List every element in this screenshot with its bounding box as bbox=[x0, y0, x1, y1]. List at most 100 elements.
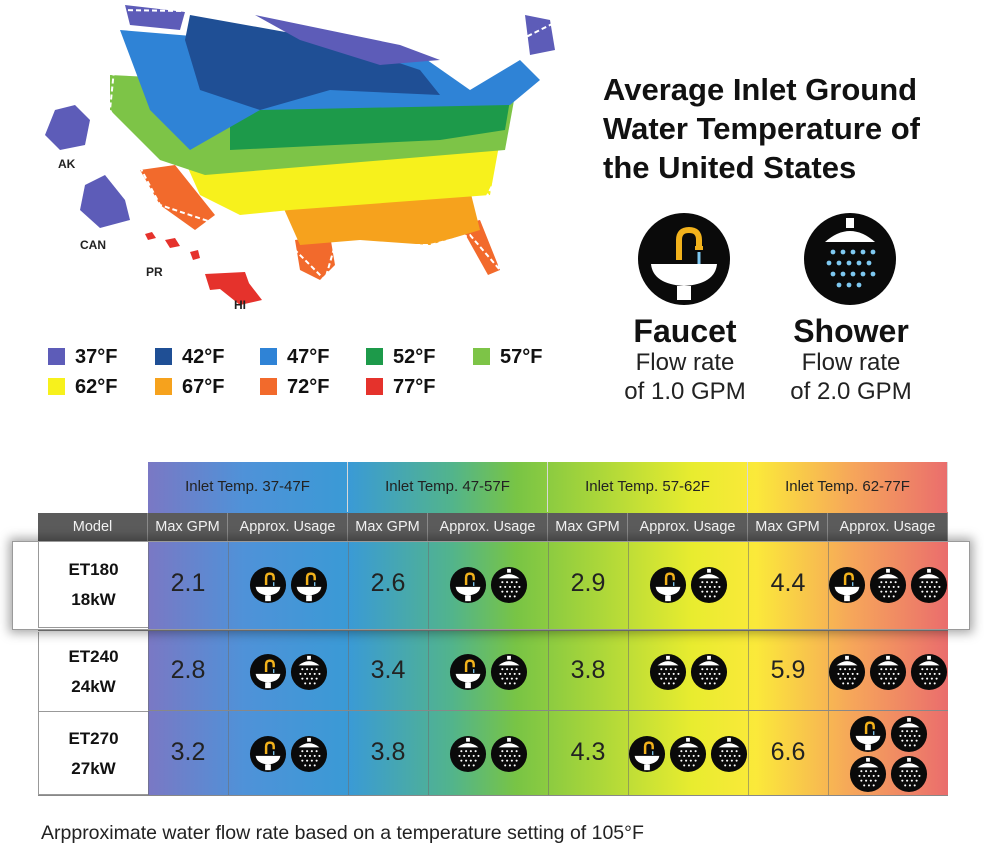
faucet-icon bbox=[649, 566, 687, 604]
legend-label: 72°F bbox=[287, 376, 330, 398]
max-gpm-value: 3.4 bbox=[370, 656, 406, 684]
faucet-icon bbox=[638, 213, 730, 305]
faucet-icon bbox=[828, 566, 866, 604]
shower-icon bbox=[449, 735, 487, 773]
legend-label: 57°F bbox=[500, 346, 543, 368]
map-zone-72-sw bbox=[140, 165, 215, 230]
legend-item: 77°F bbox=[366, 376, 435, 398]
max-gpm-header: Max GPM bbox=[348, 513, 428, 541]
model-header: Model bbox=[38, 513, 148, 541]
legend-label: 77°F bbox=[393, 376, 436, 398]
model-name: ET180 bbox=[68, 560, 119, 579]
max-gpm-value: 6.6 bbox=[770, 737, 806, 766]
legend-label: 37°F bbox=[75, 346, 118, 368]
map-label-ak: AK bbox=[58, 157, 76, 171]
max-gpm-header: Max GPM bbox=[148, 513, 228, 541]
model-power: 27kW bbox=[71, 758, 116, 778]
shower-icon bbox=[869, 653, 907, 691]
map-canada bbox=[80, 175, 130, 228]
map-zone-37-ne bbox=[525, 15, 555, 55]
shower-icon bbox=[490, 653, 528, 691]
legend-item: 72°F bbox=[260, 376, 329, 398]
shower-icon bbox=[490, 735, 528, 773]
map-zone-72-tx bbox=[295, 235, 335, 280]
max-gpm-header: Max GPM bbox=[548, 513, 628, 541]
map-puerto-rico bbox=[205, 272, 250, 290]
grid-vline bbox=[748, 542, 749, 795]
max-gpm-value: 5.9 bbox=[770, 656, 806, 684]
shower-icon bbox=[910, 566, 948, 604]
shower-icon bbox=[869, 566, 907, 604]
max-gpm-value: 3.8 bbox=[570, 656, 606, 684]
map-hawaii-3 bbox=[190, 250, 200, 260]
faucet-label: Faucet Flow rate of 1.0 GPM bbox=[600, 314, 770, 406]
map-outline bbox=[108, 8, 562, 282]
temp-range-header: Inlet Temp. 57-62F bbox=[548, 462, 748, 512]
model-power: 24kW bbox=[71, 677, 116, 696]
shower-icon bbox=[290, 735, 328, 773]
model-cell: ET180 18kW bbox=[38, 542, 148, 628]
model-power: 18kW bbox=[71, 590, 116, 609]
max-gpm-header: Max GPM bbox=[748, 513, 828, 541]
max-gpm-value: 3.2 bbox=[170, 737, 206, 766]
legend-swatch bbox=[48, 378, 65, 395]
temp-range-header: Inlet Temp. 37-47F bbox=[148, 462, 348, 512]
shower-icon bbox=[890, 715, 928, 753]
grid-vline bbox=[428, 542, 429, 795]
faucet-icon bbox=[849, 715, 887, 753]
legend-label: 67°F bbox=[182, 376, 225, 398]
model-name: ET270 bbox=[68, 728, 119, 748]
legend-label: 62°F bbox=[75, 376, 118, 398]
shower-icon bbox=[804, 213, 896, 305]
shower-icon bbox=[690, 653, 728, 691]
max-gpm-value: 3.8 bbox=[370, 737, 406, 766]
shower-icon bbox=[710, 735, 748, 773]
map-label-hi: HI bbox=[234, 298, 246, 312]
grid-vline bbox=[228, 542, 229, 795]
approx-usage-header: Approx. Usage bbox=[228, 513, 348, 541]
shower-icon bbox=[669, 735, 707, 773]
grid-hline bbox=[38, 630, 948, 631]
shower-icon bbox=[290, 653, 328, 691]
max-gpm-value: 2.8 bbox=[170, 656, 206, 684]
legend-swatch bbox=[260, 378, 277, 395]
legend-item: 37°F bbox=[48, 346, 117, 368]
grid-vline bbox=[348, 542, 349, 795]
faucet-icon bbox=[249, 653, 287, 691]
footnote: Arpproximate water flow rate based on a … bbox=[41, 822, 644, 844]
model-cell: ET240 24kW bbox=[38, 632, 148, 712]
legend-item: 57°F bbox=[473, 346, 542, 368]
legend-item: 52°F bbox=[366, 346, 435, 368]
max-gpm-value: 2.6 bbox=[370, 569, 406, 597]
grid-hline bbox=[38, 795, 948, 796]
map-zone-37 bbox=[255, 15, 440, 65]
temp-range-header: Inlet Temp. 62-77F bbox=[748, 462, 948, 512]
faucet-icon bbox=[249, 566, 287, 604]
grid-vline bbox=[548, 542, 549, 795]
faucet-flow-line1: Flow rate bbox=[635, 349, 735, 376]
map-label-pr: PR bbox=[146, 265, 163, 279]
legend-swatch bbox=[366, 348, 383, 365]
legend-swatch bbox=[48, 348, 65, 365]
legend-swatch bbox=[155, 348, 172, 365]
legend-item: 62°F bbox=[48, 376, 117, 398]
model-name: ET240 bbox=[68, 647, 119, 666]
faucet-flow-line2: of 1.0 GPM bbox=[624, 378, 746, 405]
max-gpm-value: 2.9 bbox=[570, 569, 606, 597]
temp-range-header: Inlet Temp. 47-57F bbox=[348, 462, 548, 512]
shower-icon bbox=[910, 653, 948, 691]
shower-icon bbox=[649, 653, 687, 691]
legend-item: 47°F bbox=[260, 346, 329, 368]
shower-icon bbox=[890, 755, 928, 793]
map-zone-52 bbox=[230, 100, 510, 150]
approx-usage-header: Approx. Usage bbox=[828, 513, 948, 541]
shower-name: Shower bbox=[793, 313, 909, 349]
model-cell: ET270 27kW bbox=[38, 712, 148, 795]
faucet-icon bbox=[449, 566, 487, 604]
us-temperature-map bbox=[45, 5, 562, 305]
shower-icon bbox=[490, 566, 528, 604]
max-gpm-value: 4.3 bbox=[570, 737, 606, 766]
faucet-icon bbox=[290, 566, 328, 604]
map-zone-42 bbox=[185, 15, 440, 110]
shower-flow-line1: Flow rate bbox=[801, 349, 901, 376]
